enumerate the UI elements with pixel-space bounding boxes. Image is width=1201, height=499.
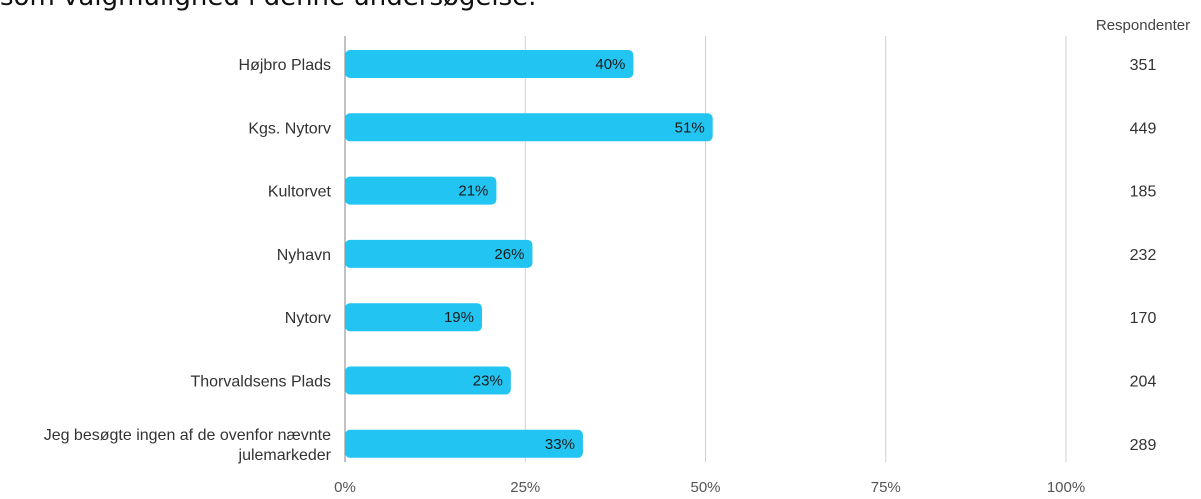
respondent-count: 449 — [1130, 120, 1157, 137]
category-label: Nyhavn — [277, 247, 331, 264]
respondents-header: Respondenter — [1096, 17, 1190, 34]
bar-value-label: 21% — [458, 183, 488, 200]
bar-value-label: 23% — [473, 373, 503, 390]
category-label: Jeg besøgte ingen af de ovenfor nævnte — [44, 427, 331, 444]
respondent-count: 232 — [1130, 247, 1157, 264]
bar-value-label: 33% — [545, 436, 575, 453]
category-label: Kgs. Nytorv — [248, 120, 331, 137]
category-label: Thorvaldsens Plads — [190, 374, 331, 391]
respondent-count: 185 — [1130, 184, 1157, 201]
bar-value-label: 51% — [675, 119, 705, 136]
bar[interactable] — [345, 366, 511, 395]
category-label: Kultorvet — [268, 184, 332, 201]
bar[interactable] — [345, 50, 634, 78]
category-label: Højbro Plads — [239, 57, 331, 74]
bar[interactable] — [345, 113, 713, 142]
bar[interactable] — [345, 303, 482, 332]
category-label: julemarkeder — [238, 447, 332, 464]
respondent-count: 204 — [1130, 374, 1157, 391]
bar[interactable] — [345, 176, 497, 205]
bar-value-label: 40% — [595, 56, 625, 73]
x-tick-label: 50% — [690, 479, 720, 496]
x-tick-label: 100% — [1047, 479, 1085, 496]
x-tick-label: 0% — [334, 479, 356, 496]
respondent-count: 170 — [1130, 310, 1157, 327]
bar-value-label: 26% — [494, 246, 524, 263]
bar[interactable] — [345, 239, 533, 268]
category-label: Nytorv — [285, 310, 331, 327]
x-tick-label: 75% — [871, 479, 901, 496]
respondent-count: 289 — [1130, 437, 1157, 454]
bar-value-label: 19% — [444, 309, 474, 326]
bar[interactable] — [345, 429, 583, 458]
respondent-count: 351 — [1130, 57, 1157, 74]
chart-heading: som valgmulighed i denne undersøgelse. — [0, 0, 536, 12]
x-tick-label: 25% — [510, 479, 540, 496]
